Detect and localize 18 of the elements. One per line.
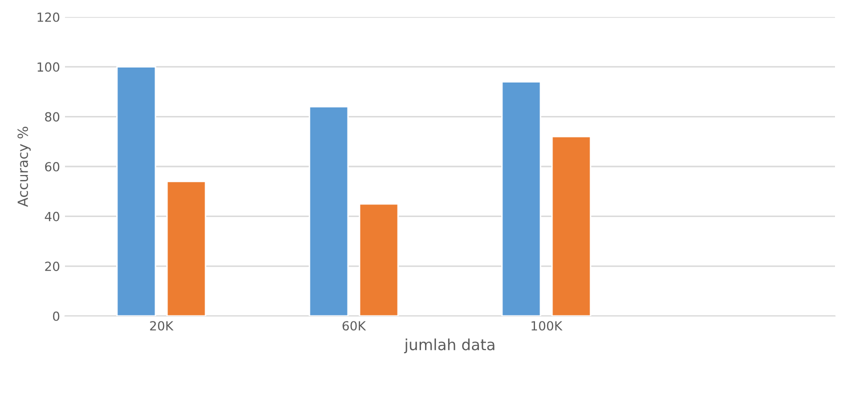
y-tick-label: 60	[45, 162, 60, 172]
bar	[166, 180, 206, 316]
y-tick-label: 80	[45, 112, 60, 122]
y-tick-label: 120	[38, 12, 60, 22]
y-tick-label: 100	[38, 62, 60, 72]
y-axis-title: Accuracy %	[18, 126, 31, 207]
x-tick-label: 100K	[532, 321, 563, 331]
bar	[551, 136, 592, 316]
bar	[358, 203, 399, 316]
x-tick-label: 20K	[150, 321, 174, 331]
y-tick-label: 20	[45, 262, 60, 272]
bar	[116, 66, 156, 316]
x-axis-title: jumlah data	[404, 338, 494, 354]
y-tick-label: 40	[44, 212, 60, 222]
y-tick-label: 0	[53, 311, 60, 321]
bar	[501, 81, 542, 316]
bar	[308, 106, 349, 316]
x-tick-label: 60K	[342, 321, 366, 331]
